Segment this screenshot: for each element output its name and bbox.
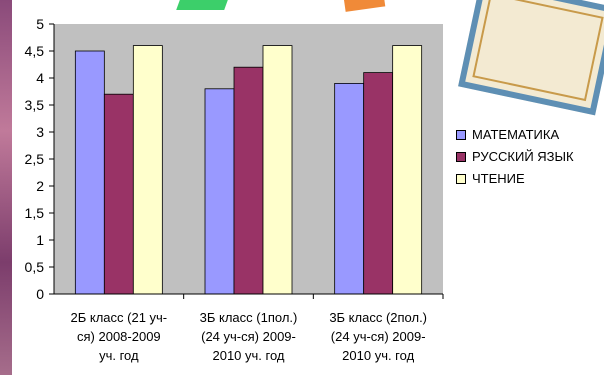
y-tick-label: 5	[36, 16, 44, 32]
legend-label-russian: РУССКИЙ ЯЗЫК	[472, 149, 574, 164]
legend: МАТЕМАТИКА РУССКИЙ ЯЗЫК ЧТЕНИЕ	[456, 124, 574, 190]
legend-label-math: МАТЕМАТИКА	[472, 127, 560, 142]
x-tick-label: уч. год	[99, 348, 139, 363]
decorative-frame-left	[0, 0, 12, 375]
legend-swatch-math	[456, 130, 466, 140]
y-tick-label: 1	[36, 232, 44, 248]
y-tick-label: 3,5	[25, 97, 45, 113]
bar	[204, 88, 235, 295]
x-axis-ticks: 2Б класс (21 уч-ся) 2008-2009 уч. год 3Б к…	[71, 294, 444, 363]
legend-item-russian: РУССКИЙ ЯЗЫК	[456, 146, 574, 168]
x-tick-label: 3Б класс (1пол.)	[200, 310, 298, 325]
x-tick-label: (24 уч-ся) 2009-	[331, 329, 426, 344]
y-tick-label: 4	[36, 70, 44, 86]
legend-swatch-reading	[456, 174, 466, 184]
bar	[363, 72, 394, 295]
y-axis-ticks: 0 0,5 1 1,5 2 2,5 3 3,5 4 4,5 5	[25, 16, 54, 302]
y-tick-label: 2	[36, 178, 44, 194]
y-tick-label: 0	[36, 286, 44, 302]
y-tick-label: 4,5	[25, 43, 45, 59]
legend-item-reading: ЧТЕНИЕ	[456, 168, 574, 190]
y-tick-label: 1,5	[25, 205, 45, 221]
bar	[103, 93, 134, 295]
bar	[132, 45, 163, 295]
x-tick-label: 3Б класс (2пол.)	[329, 310, 427, 325]
legend-swatch-russian	[456, 152, 466, 162]
x-tick-label: ся) 2008-2009	[77, 329, 161, 344]
bar	[392, 45, 423, 295]
bar	[262, 45, 293, 295]
y-tick-label: 0,5	[25, 259, 45, 275]
y-tick-label: 2,5	[25, 151, 45, 167]
x-tick-label: 2Б класс (21 уч-	[71, 310, 168, 325]
x-tick-label: 2010 уч. год	[212, 348, 284, 363]
x-tick-label: 2010 уч. год	[342, 348, 414, 363]
x-tick-label: (24 уч-ся) 2009-	[201, 329, 296, 344]
legend-label-reading: ЧТЕНИЕ	[472, 171, 525, 186]
bar	[334, 83, 365, 295]
bar	[233, 66, 264, 295]
y-tick-label: 3	[36, 124, 44, 140]
legend-item-math: МАТЕМАТИКА	[456, 124, 574, 146]
bar	[74, 50, 105, 295]
